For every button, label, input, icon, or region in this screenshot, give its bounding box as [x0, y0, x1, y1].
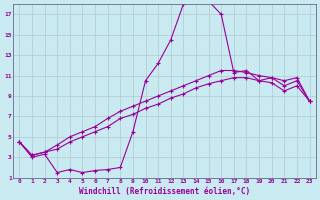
X-axis label: Windchill (Refroidissement éolien,°C): Windchill (Refroidissement éolien,°C): [79, 187, 250, 196]
